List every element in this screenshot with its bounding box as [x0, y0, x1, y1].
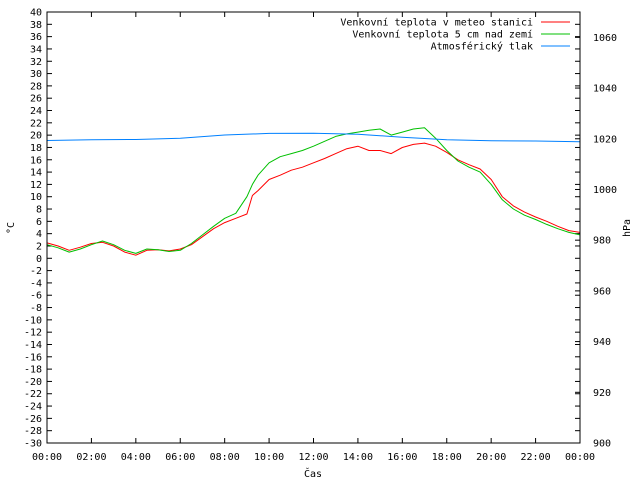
left-tick-label: -4	[30, 278, 42, 289]
left-tick-label: 32	[30, 57, 42, 68]
left-tick-label: 38	[30, 20, 42, 31]
legend-label-3: Atmosférický tlak	[431, 41, 533, 53]
right-tick-label: 1020	[593, 134, 617, 145]
left-tick-label: 4	[36, 229, 42, 240]
left-tick-label: -6	[30, 291, 42, 302]
left-tick-label: 18	[30, 143, 42, 154]
legend: Venkovní teplota v meteo staniciVenkovní…	[340, 17, 570, 53]
x-tick-label: 14:00	[343, 452, 373, 463]
left-tick-label: 40	[30, 8, 42, 19]
right-tick-label: 980	[593, 236, 611, 247]
right-tick-label: 900	[593, 439, 611, 450]
series-line-3	[46, 132, 581, 143]
right-axis-title: hPa	[622, 219, 633, 237]
series-line-2	[46, 127, 581, 254]
x-tick-label: 08:00	[210, 452, 240, 463]
x-axis-ticks: 00:00 02:00 04:00 06:00 08:00 10:00 12:00 14:00…	[32, 12, 595, 463]
left-tick-label: 6	[36, 217, 42, 228]
left-tick-label: -2	[30, 266, 42, 277]
left-tick-label: -22	[24, 389, 42, 400]
left-tick-label: 30	[30, 69, 42, 80]
series-layer	[46, 127, 581, 256]
left-tick-label: 0	[36, 254, 42, 265]
left-tick-label: -8	[30, 303, 42, 314]
left-tick-label: 14	[30, 168, 42, 179]
left-tick-label: 2	[36, 241, 42, 252]
legend-label-2: Venkovní teplota 5 cm nad zemí	[352, 29, 533, 41]
x-tick-label: 02:00	[76, 452, 106, 463]
x-tick-label: 04:00	[121, 452, 151, 463]
x-tick-label: 10:00	[254, 452, 284, 463]
plot-frame	[46, 11, 581, 444]
left-tick-label: 16	[30, 155, 42, 166]
x-tick-label: 20:00	[476, 452, 506, 463]
left-tick-label: 34	[30, 44, 42, 55]
x-tick-label: 06:00	[165, 452, 195, 463]
right-tick-label: 1060	[593, 33, 617, 44]
x-tick-label: 18:00	[432, 452, 462, 463]
left-tick-label: -18	[24, 365, 42, 376]
left-tick-label: 12	[30, 180, 42, 191]
right-tick-label: 940	[593, 337, 611, 348]
left-tick-label: -30	[24, 439, 42, 450]
left-axis-title: °C	[6, 222, 17, 234]
left-tick-label: 28	[30, 81, 42, 92]
right-tick-label: 920	[593, 388, 611, 399]
left-tick-label: 26	[30, 94, 42, 105]
x-axis-title: Čas	[304, 467, 322, 480]
left-axis-ticks: -30-28-26-24-22-20-18-16-14-12-10-8-6-4-…	[24, 8, 580, 450]
series-line-1	[46, 142, 581, 256]
left-tick-label: -12	[24, 328, 42, 339]
x-tick-label: 00:00	[565, 452, 595, 463]
x-tick-label: 16:00	[387, 452, 417, 463]
left-tick-label: -14	[24, 340, 42, 351]
x-tick-label: 00:00	[32, 452, 62, 463]
left-tick-label: -24	[24, 402, 42, 413]
left-tick-label: -16	[24, 352, 42, 363]
x-tick-label: 22:00	[521, 452, 551, 463]
right-axis-ticks: 900 920 940 960 980 1000 1020 1040 1060	[575, 33, 617, 450]
left-tick-label: 10	[30, 192, 42, 203]
left-tick-label: 24	[30, 106, 42, 117]
left-tick-label: -26	[24, 414, 42, 425]
right-tick-label: 1000	[593, 185, 617, 196]
left-tick-label: -28	[24, 426, 42, 437]
right-tick-label: 960	[593, 286, 611, 297]
x-tick-label: 12:00	[298, 452, 328, 463]
left-tick-label: -20	[24, 377, 42, 388]
left-tick-label: -10	[24, 315, 42, 326]
left-tick-label: 20	[30, 131, 42, 142]
left-tick-label: 22	[30, 118, 42, 129]
left-tick-label: 8	[36, 205, 42, 216]
right-tick-label: 1040	[593, 84, 617, 95]
legend-label-1: Venkovní teplota v meteo stanici	[340, 17, 533, 29]
left-tick-label: 36	[30, 32, 42, 43]
